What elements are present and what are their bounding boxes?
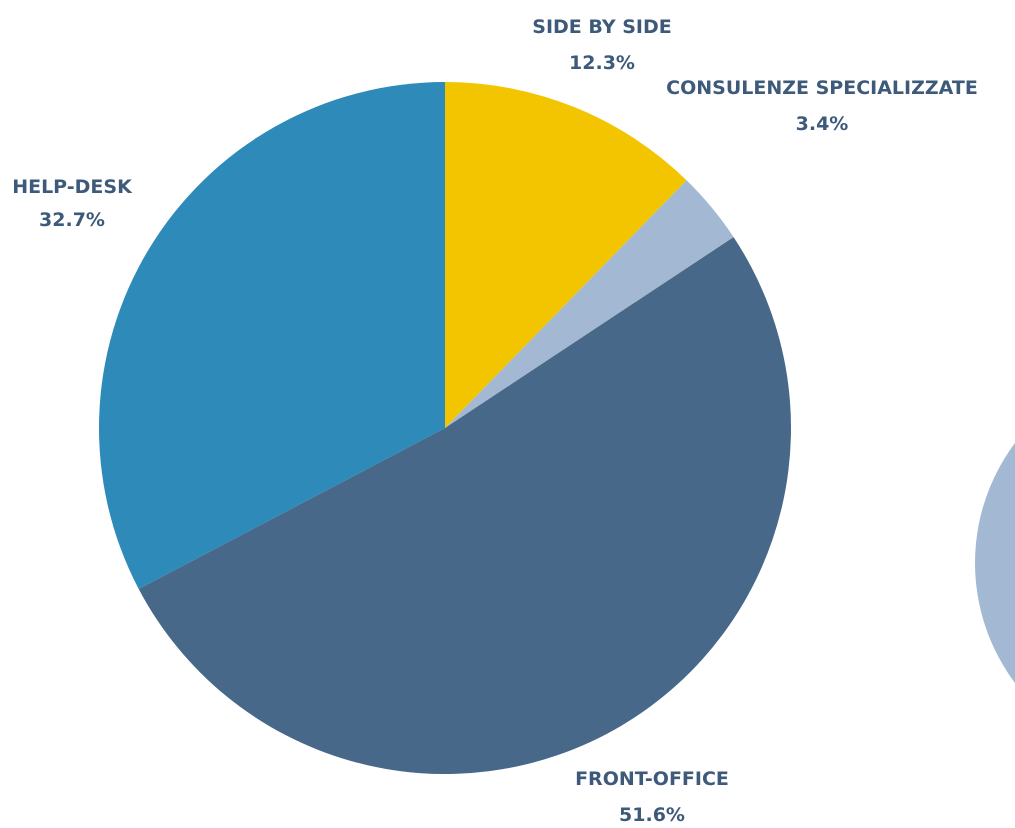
- slice-value-consulenze-specializzate: 3.4%: [796, 113, 849, 135]
- partial-circle-decoration: [975, 443, 1015, 683]
- slice-value-help-desk: 32.7%: [39, 209, 105, 231]
- pie-slices: [99, 82, 792, 775]
- pie-slice-front-office: [138, 237, 792, 775]
- pie-slice-side-by-side: [445, 82, 687, 428]
- slice-value-side-by-side: 12.3%: [569, 52, 635, 74]
- slice-label-consulenze-specializzate: Consulenze specializzate: [666, 77, 978, 99]
- slice-value-front-office: 51.6%: [619, 804, 685, 826]
- pie-slice-consulenze-specializzate: [445, 180, 734, 428]
- slice-label-help-desk: Help-desk: [12, 176, 133, 198]
- slice-label-side-by-side: Side by side: [532, 16, 671, 38]
- pie-labels: Side by side 12.3% Consulenze specializzat…: [12, 16, 978, 826]
- slice-label-front-office: Front-office: [575, 768, 729, 790]
- pie-slice-help-desk: [99, 82, 445, 589]
